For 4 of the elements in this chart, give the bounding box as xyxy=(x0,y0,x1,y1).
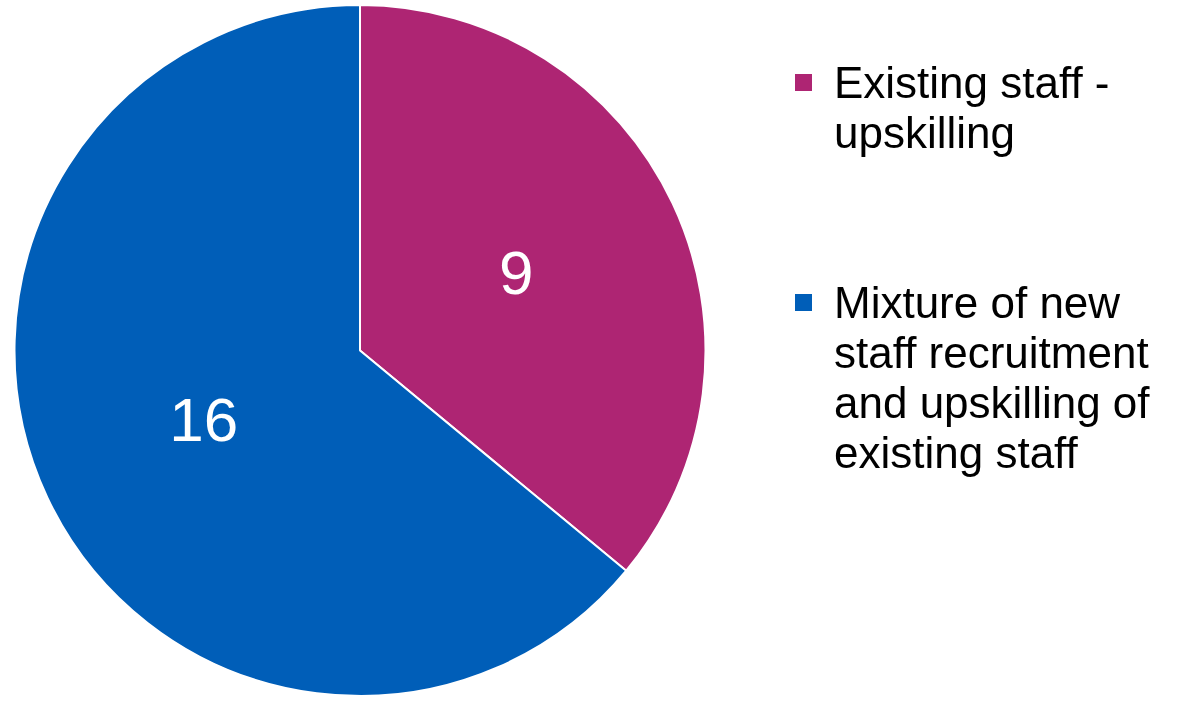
legend-label: Mixture of new staff recruitment and upskilling of existing staff xyxy=(834,278,1151,478)
data-label: 16 xyxy=(169,385,239,455)
data-label: 9 xyxy=(499,238,534,308)
legend-label: Existing staff - upskilling xyxy=(834,58,1111,158)
